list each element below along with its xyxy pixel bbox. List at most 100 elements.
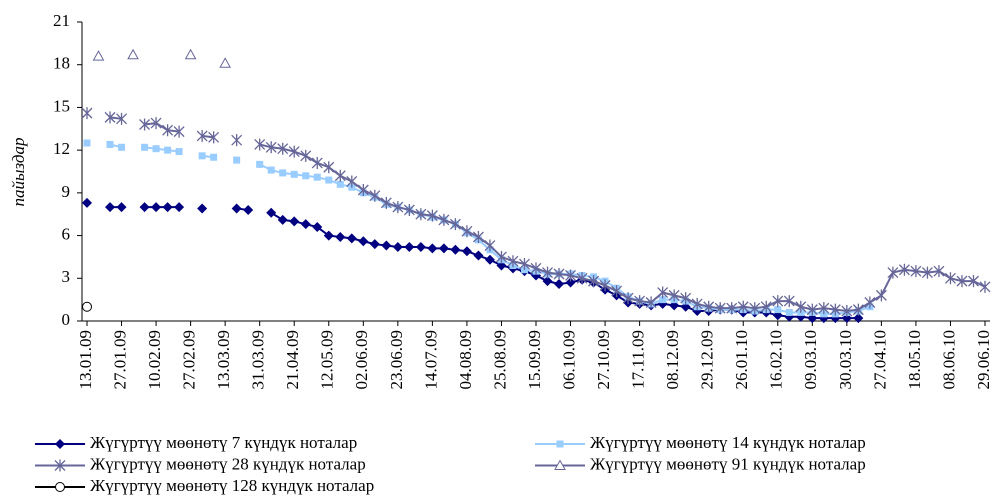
marker: [473, 250, 484, 261]
marker: [461, 225, 473, 238]
marker: [714, 302, 726, 315]
marker: [162, 202, 173, 213]
x-tick-label: 16.02.10: [767, 330, 786, 390]
marker: [116, 202, 127, 213]
marker: [979, 280, 991, 293]
x-tick-label: 27.10.09: [594, 330, 613, 390]
series-line: [110, 206, 859, 320]
marker: [381, 240, 392, 251]
legend-marker: [55, 482, 65, 492]
series: [83, 139, 874, 318]
marker: [553, 268, 565, 281]
y-tick-label: 21: [53, 11, 70, 30]
marker: [968, 275, 979, 288]
marker: [323, 230, 334, 241]
marker: [141, 143, 149, 151]
marker: [415, 241, 426, 252]
marker: [152, 145, 160, 153]
marker: [507, 255, 519, 268]
marker: [358, 236, 369, 247]
marker: [369, 239, 380, 250]
marker: [82, 197, 92, 208]
legend-label: Жүгүртүү мөөнөтү 91 күндүк ноталар: [590, 454, 866, 473]
marker: [427, 243, 438, 254]
marker: [645, 296, 657, 309]
marker: [300, 219, 311, 230]
marker: [703, 300, 715, 313]
x-tick-label: 31.03.09: [249, 330, 268, 390]
marker: [554, 278, 565, 289]
legend-item: Жүгүртүү мөөнөтү 91 күндүк ноталар: [535, 454, 866, 473]
x-tick-label: 30.03.10: [836, 330, 855, 390]
marker: [403, 203, 415, 216]
marker: [565, 269, 576, 282]
legend-label: Жүгүртүү мөөнөтү 14 күндүк ноталар: [590, 433, 866, 452]
legend-label: Жүгүртүү мөөнөтү 128 күндүк ноталар: [90, 476, 374, 495]
legend-item: Жүгүртүү мөөнөтү 28 күндүк ноталар: [35, 454, 366, 473]
marker: [267, 166, 275, 174]
x-tick-label: 27.01.09: [110, 330, 129, 390]
marker: [380, 196, 392, 209]
marker: [162, 124, 174, 137]
y-axis-label: пайыздар: [9, 137, 28, 206]
legend-marker: [554, 459, 566, 470]
marker: [910, 265, 922, 278]
marker: [266, 207, 277, 218]
marker: [277, 142, 289, 155]
x-tick-label: 17.11.09: [629, 330, 648, 389]
marker: [82, 301, 92, 312]
x-tick-label: 25.08.09: [490, 330, 509, 390]
marker: [449, 218, 461, 231]
marker: [300, 149, 312, 162]
marker: [472, 230, 484, 243]
marker: [197, 203, 208, 214]
x-tick-label: 10.02.09: [145, 330, 164, 390]
marker: [174, 202, 185, 213]
marker: [659, 296, 667, 304]
x-tick-label: 27.04.10: [870, 330, 889, 390]
marker: [795, 300, 807, 313]
marker: [542, 266, 553, 279]
marker: [106, 140, 114, 148]
y-tick-label: 18: [53, 54, 70, 73]
x-tick-label: 29.06.10: [974, 330, 993, 390]
marker: [691, 297, 703, 310]
x-tick-label: 06.10.09: [559, 330, 578, 390]
marker: [875, 289, 887, 302]
marker: [484, 254, 495, 265]
marker: [346, 175, 358, 188]
x-tick-label: 04.08.09: [456, 330, 475, 390]
marker: [312, 222, 323, 233]
marker: [426, 209, 438, 222]
x-tick-label: 12.05.09: [318, 330, 337, 390]
marker: [450, 244, 461, 255]
legend-marker: [54, 459, 66, 472]
marker: [576, 272, 588, 285]
marker: [151, 202, 162, 213]
marker: [302, 172, 310, 180]
marker: [864, 296, 876, 309]
marker: [461, 246, 472, 257]
marker: [760, 300, 772, 313]
x-tick-label: 08.06.10: [939, 330, 958, 390]
marker: [288, 145, 300, 158]
marker: [219, 57, 232, 68]
marker: [92, 50, 105, 61]
marker: [289, 216, 300, 227]
marker: [184, 48, 197, 60]
x-tick-label: 21.04.09: [283, 330, 302, 390]
marker: [852, 303, 864, 316]
marker: [335, 231, 346, 242]
marker: [588, 275, 600, 288]
x-tick-label: 15.09.09: [525, 330, 544, 390]
marker: [921, 266, 933, 279]
marker: [290, 170, 298, 178]
marker: [233, 156, 241, 164]
marker: [898, 263, 910, 276]
marker: [369, 189, 381, 202]
series-line: [109, 116, 986, 313]
marker: [116, 112, 127, 125]
marker: [599, 279, 611, 292]
y-tick-label: 6: [62, 224, 71, 243]
